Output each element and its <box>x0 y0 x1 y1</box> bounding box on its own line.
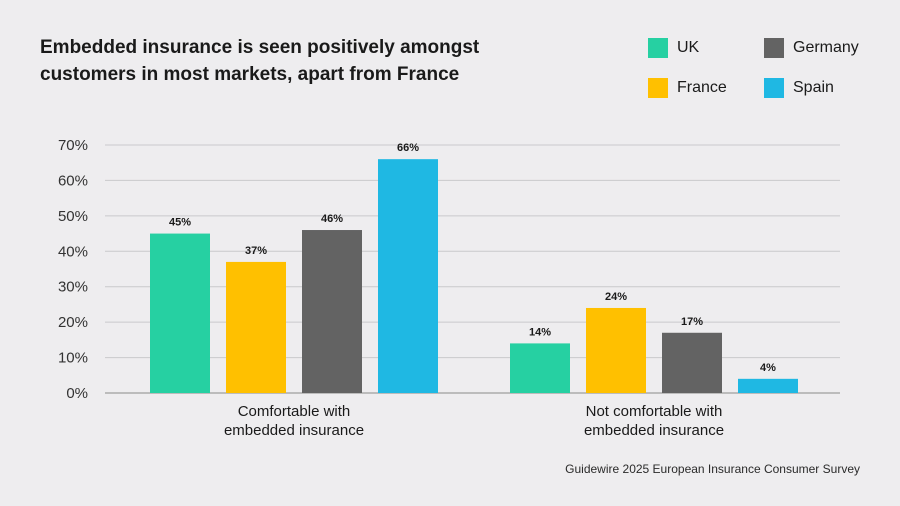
bar-uk-2 <box>510 343 570 393</box>
legend-label-germany: Germany <box>793 39 859 56</box>
legend-label-uk: UK <box>677 39 700 56</box>
data-label-spain-2: 4% <box>760 362 776 374</box>
y-tick-label-10: 10% <box>58 350 88 367</box>
data-label-france-2: 24% <box>605 291 627 303</box>
x-category-label-line: embedded insurance <box>584 422 724 439</box>
y-tick-label-50: 50% <box>58 208 88 225</box>
legend-swatch-france <box>648 78 668 98</box>
y-tick-label-0: 0% <box>66 385 88 402</box>
data-label-germany-2: 17% <box>681 316 703 328</box>
legend-swatch-spain <box>764 78 784 98</box>
source-note: Guidewire 2025 European Insurance Consum… <box>565 462 860 476</box>
y-tick-label-20: 20% <box>58 314 88 331</box>
bar-france-2 <box>586 307 646 393</box>
legend-item-germany: Germany <box>764 38 888 58</box>
legend-label-spain: Spain <box>793 79 834 96</box>
legend-item-france: France <box>648 78 764 98</box>
legend: UK Germany France Spain <box>648 38 888 98</box>
bar-uk-1 <box>150 233 210 393</box>
x-category-label-1: Comfortable with embedded insurance <box>224 403 364 439</box>
legend-label-france: France <box>677 79 727 96</box>
data-label-uk-2: 14% <box>529 326 551 338</box>
y-tick-label-60: 60% <box>58 172 88 189</box>
bar-germany-2 <box>662 332 722 393</box>
y-tick-label-70: 70% <box>58 137 88 154</box>
legend-item-spain: Spain <box>764 78 888 98</box>
x-category-label-2: Not comfortable with embedded insurance <box>584 403 724 439</box>
x-category-label-line: Comfortable with <box>238 403 351 420</box>
data-label-uk-1: 45% <box>169 217 191 229</box>
bar-germany-1 <box>302 230 362 393</box>
y-tick-label-30: 30% <box>58 279 88 296</box>
chart-title: Embedded insurance is seen positively am… <box>40 37 480 85</box>
data-label-france-1: 37% <box>245 245 267 257</box>
data-label-germany-1: 46% <box>321 213 343 225</box>
legend-swatch-uk <box>648 38 668 58</box>
y-tick-label-40: 40% <box>58 243 88 260</box>
bar-spain-1 <box>378 159 438 393</box>
legend-swatch-germany <box>764 38 784 58</box>
bar-spain-2 <box>738 378 798 393</box>
bar-france-1 <box>226 261 286 393</box>
legend-item-uk: UK <box>648 38 764 58</box>
x-category-label-line: Not comfortable with <box>586 403 723 420</box>
data-label-spain-1: 66% <box>397 142 419 154</box>
x-category-label-line: embedded insurance <box>224 422 364 439</box>
